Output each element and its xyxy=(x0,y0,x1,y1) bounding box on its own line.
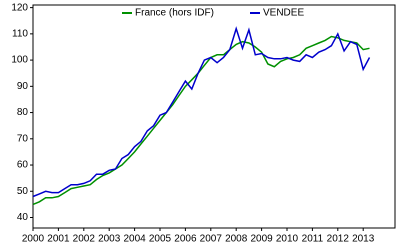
y-tick-label: 100 xyxy=(11,55,28,66)
x-tick-label: 2003 xyxy=(98,234,121,245)
legend-label: France (hors IDF) xyxy=(135,8,214,19)
series-line xyxy=(32,26,371,198)
x-tick-label: 2002 xyxy=(73,234,96,245)
y-tick-label: 50 xyxy=(17,186,29,197)
x-tick-label: 2010 xyxy=(276,234,299,245)
x-tick-label: 2001 xyxy=(47,234,70,245)
y-tick-label: 90 xyxy=(17,81,29,92)
y-tick-label: 110 xyxy=(12,28,28,39)
legend-label: VENDEE xyxy=(263,8,304,19)
x-tick-label: 2012 xyxy=(327,234,350,245)
x-tick-label: 2009 xyxy=(250,234,273,245)
x-tick-label: 2008 xyxy=(225,234,248,245)
series-line xyxy=(32,35,370,206)
x-tick-label: 2000 xyxy=(22,234,45,245)
x-tick-label: 2005 xyxy=(149,234,172,245)
y-tick-label: 120 xyxy=(11,2,28,13)
x-tick-label: 2006 xyxy=(174,234,197,245)
x-tick-label: 2004 xyxy=(123,234,146,245)
y-tick-label: 80 xyxy=(17,107,29,118)
y-tick-label: 40 xyxy=(17,212,29,223)
x-tick-label: 2007 xyxy=(200,234,223,245)
y-tick-label: 60 xyxy=(17,160,29,171)
x-tick-label: 2011 xyxy=(302,234,324,245)
plot-frame xyxy=(32,4,396,229)
y-tick-label: 70 xyxy=(17,133,29,144)
x-tick-label: 2013 xyxy=(352,234,375,245)
